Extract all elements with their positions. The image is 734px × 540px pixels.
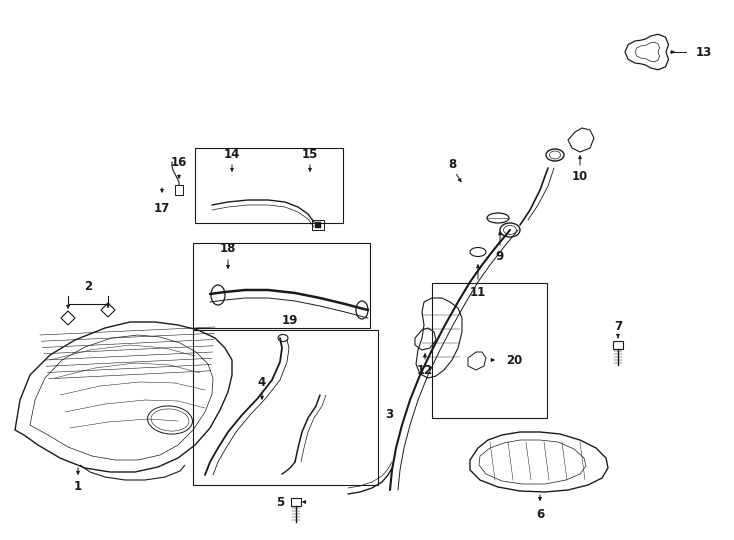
- Bar: [432, 283, 547, 418]
- Text: 18: 18: [219, 241, 236, 254]
- Text: 3: 3: [385, 408, 393, 422]
- Text: 16: 16: [171, 156, 187, 168]
- Text: 4: 4: [258, 375, 266, 388]
- Bar: [613, 341, 623, 349]
- Text: 9: 9: [496, 251, 504, 264]
- Text: 10: 10: [572, 171, 588, 184]
- Text: 2: 2: [84, 280, 92, 293]
- Bar: [312, 220, 324, 230]
- Text: 20: 20: [506, 354, 523, 367]
- Text: 19: 19: [282, 314, 298, 327]
- Bar: [195, 148, 343, 223]
- Text: 1: 1: [74, 481, 82, 494]
- Text: 6: 6: [536, 508, 544, 521]
- Text: 13: 13: [696, 45, 712, 58]
- Text: 8: 8: [448, 159, 456, 172]
- Bar: [193, 330, 378, 485]
- Bar: [291, 498, 301, 506]
- Text: 7: 7: [614, 321, 622, 334]
- Text: 11: 11: [470, 286, 486, 299]
- Bar: [193, 243, 370, 328]
- Bar: [175, 185, 183, 195]
- Text: 12: 12: [417, 364, 433, 377]
- Bar: [315, 222, 321, 228]
- Text: 14: 14: [224, 148, 240, 161]
- Text: 17: 17: [154, 201, 170, 214]
- Text: 5: 5: [276, 496, 284, 509]
- Text: 15: 15: [302, 148, 318, 161]
